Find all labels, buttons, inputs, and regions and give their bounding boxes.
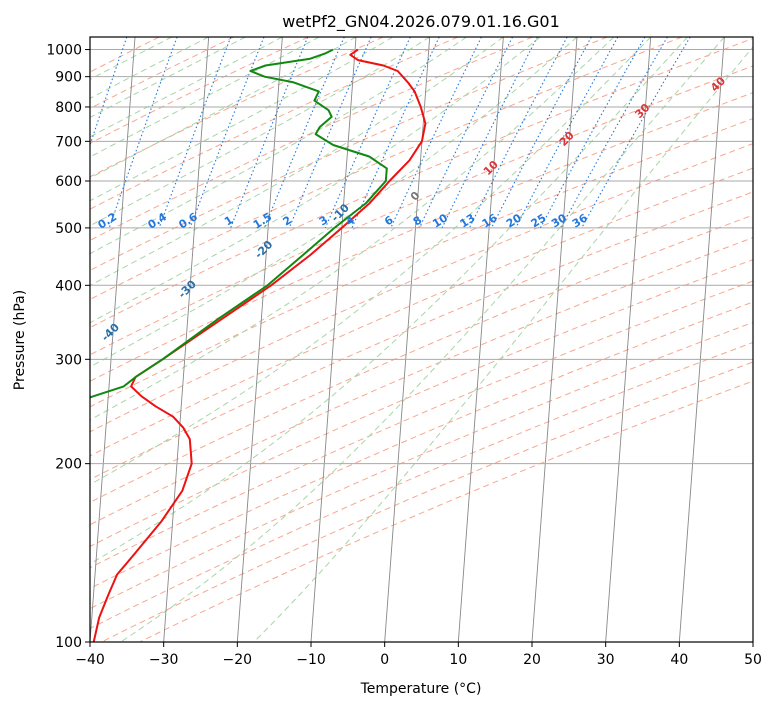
dry-adiabat-line (90, 259, 753, 548)
dry-adiabat-line (101, 361, 753, 642)
dry-adiabat-line (90, 65, 753, 356)
moist-adiabat-line (90, 37, 209, 99)
dry-adiabat-line (90, 301, 753, 590)
y-tick-label: 200 (55, 457, 82, 473)
y-tick-label: 400 (55, 278, 82, 294)
y-tick-label: 800 (55, 100, 82, 116)
moist-adiabat-line (90, 37, 504, 287)
moist-adiabat-line (120, 37, 725, 642)
plot-frame (89, 36, 754, 643)
isotherm-line (678, 37, 725, 642)
x-tick-label: −30 (149, 652, 179, 668)
y-tick-label: 500 (55, 221, 82, 237)
temperature-line (92, 48, 427, 642)
moist-adiabat-line (90, 37, 394, 202)
x-tick-label: 50 (744, 652, 762, 668)
mixing-ratio-line (108, 37, 178, 229)
isotherm-line (531, 37, 578, 642)
data-series (90, 48, 427, 642)
dry-adiabat-line (90, 37, 608, 271)
x-tick-label: 0 (380, 652, 389, 668)
isotherm-line (163, 37, 210, 642)
moist-adiabat-line (90, 37, 246, 119)
isotherm-line (236, 37, 283, 642)
isotherm-line (90, 37, 136, 642)
moist-adiabat-line (253, 46, 753, 642)
x-tick-label: −10 (296, 652, 326, 668)
dry-adiabat-line (90, 237, 753, 526)
mixing-ratio-line (468, 37, 568, 229)
dry-adiabat-line (90, 92, 753, 382)
grid-lines (90, 37, 753, 642)
x-tick-label: 10 (449, 652, 467, 668)
chart-title: wetPf2_GN04.2026.079.01.16.G01 (282, 12, 560, 32)
mixing-ratio-line (90, 37, 128, 147)
dry-adiabat-line (139, 380, 753, 642)
mixing-ratio-line (560, 37, 668, 229)
x-tick-label: 20 (523, 652, 541, 668)
dry-adiabat-line (90, 321, 753, 610)
y-tick-label: 700 (55, 134, 82, 150)
x-axis: −40 −30 −20 −10 0 10 20 30 40 50 (75, 642, 762, 668)
y-tick-label: 1000 (46, 43, 82, 59)
x-tick-label: 30 (597, 652, 615, 668)
x-tick-label: −20 (223, 652, 253, 668)
mixing-ratio-line (189, 37, 265, 229)
dewpoint-line (90, 48, 388, 399)
y-axis-title: Pressure (hPa) (12, 290, 28, 390)
y-tick-label: 300 (55, 352, 82, 368)
dry-adiabat-line (90, 143, 753, 433)
moist-adiabat-line (90, 37, 173, 80)
dry-adiabat-line (90, 191, 753, 481)
y-axis: 100 200 300 400 500 600 700 800 900 1000 (46, 43, 90, 651)
moist-adiabat-line (90, 37, 578, 368)
moist-adiabat-line (90, 37, 283, 138)
isotherm-line (605, 37, 652, 642)
isotherm-line (457, 37, 504, 642)
mixing-ratio-line (515, 37, 619, 229)
dry-adiabat-line (90, 37, 235, 110)
moist-adiabat-line (90, 37, 652, 486)
mixing-ratio-line (158, 37, 232, 229)
dry-adiabat-line (90, 167, 753, 457)
mixing-ratio-line (441, 37, 538, 229)
moist-adiabat-line (90, 37, 430, 227)
dry-adiabat-line (90, 37, 459, 210)
moist-adiabat-line (90, 37, 688, 565)
mixing-ratio-lines (90, 37, 691, 229)
moist-adiabat-line (90, 37, 467, 255)
y-tick-label: 100 (55, 635, 82, 651)
mixing-ratio-line (230, 37, 309, 229)
x-tick-label: 40 (670, 652, 688, 668)
x-axis-title: Temperature (°C) (360, 681, 482, 697)
isotherm-line (310, 37, 357, 642)
mixing-ratio-line (539, 37, 646, 229)
x-tick-label: −40 (75, 652, 105, 668)
mixing-ratio-line (288, 37, 372, 229)
y-tick-label: 600 (55, 174, 82, 190)
mixing-ratio-line (491, 37, 592, 229)
y-tick-label: 900 (55, 70, 82, 86)
moist-adiabat-line (90, 37, 615, 421)
mixing-ratio-line (263, 37, 345, 229)
mixing-ratio-line (418, 37, 513, 229)
dry-adiabat-line (90, 37, 683, 301)
